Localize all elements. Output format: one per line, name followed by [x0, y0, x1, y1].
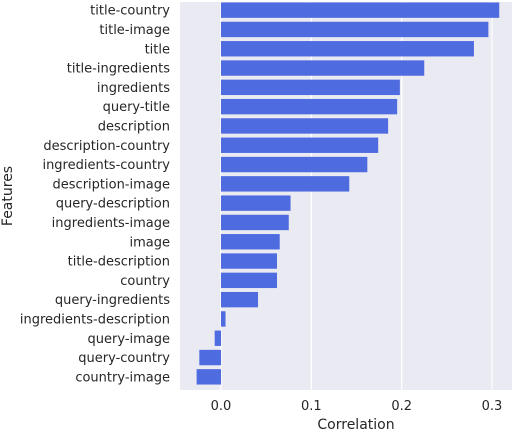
bar-description-country — [221, 137, 379, 153]
x-axis-label: Correlation — [317, 417, 394, 432]
y-axis-label: Features — [0, 166, 16, 226]
y-tick-label: ingredients-image — [52, 216, 170, 231]
y-tick-label: query-title — [103, 100, 170, 115]
y-tick-label: ingredients — [97, 81, 170, 96]
y-tick-label: title-description — [68, 255, 170, 270]
x-tick-label: 0.0 — [211, 399, 232, 414]
bar-title-ingredients — [221, 60, 425, 76]
bar-title-description — [221, 253, 278, 269]
bar-title-image — [221, 21, 489, 38]
y-tick-label: title-country — [90, 4, 170, 19]
bar-query-ingredients — [221, 291, 259, 308]
bar-ingredients — [221, 79, 400, 96]
bar-title-country — [221, 2, 500, 18]
y-tick-label: title — [145, 42, 170, 57]
y-tick-label: query-description — [56, 197, 170, 212]
x-tick-label: 0.2 — [391, 399, 412, 414]
bar-country-image — [196, 369, 221, 385]
bar-image — [221, 234, 280, 250]
bar-ingredients-description — [221, 311, 226, 327]
bar-ingredients-image — [221, 214, 289, 231]
y-tick-label: description — [98, 119, 170, 134]
y-tick-label: ingredients-country — [42, 158, 170, 173]
x-tick-label: 0.1 — [301, 399, 322, 414]
bar-query-country — [199, 349, 221, 366]
bar-query-title — [221, 98, 398, 115]
y-tick-label: query-ingredients — [55, 293, 170, 308]
y-tick-label: country — [120, 274, 170, 289]
bar-description-image — [221, 176, 350, 192]
bar-description — [221, 118, 389, 134]
bar-query-description — [221, 195, 291, 211]
bar-ingredients-country — [221, 156, 368, 173]
y-tick-label: description-country — [43, 139, 170, 154]
y-tick-label: image — [130, 235, 171, 250]
y-tick-label: country-image — [75, 370, 170, 385]
bar-query-image — [214, 330, 221, 346]
bar-country — [221, 272, 278, 289]
y-tick-label: query-image — [88, 332, 170, 347]
x-tick-labels: 0.0 0.1 0.2 0.3 — [211, 399, 503, 414]
x-tick-label: 0.3 — [482, 399, 503, 414]
bar-title — [221, 41, 474, 57]
y-tick-label: description-image — [53, 177, 170, 192]
bars — [196, 2, 500, 385]
y-tick-label: title-image — [99, 23, 170, 38]
y-tick-label: title-ingredients — [67, 62, 170, 77]
y-tick-labels: title-country title-image title title-ingre… — [20, 4, 170, 386]
y-tick-label: query-country — [78, 351, 170, 366]
y-tick-label: ingredients-description — [20, 312, 170, 327]
